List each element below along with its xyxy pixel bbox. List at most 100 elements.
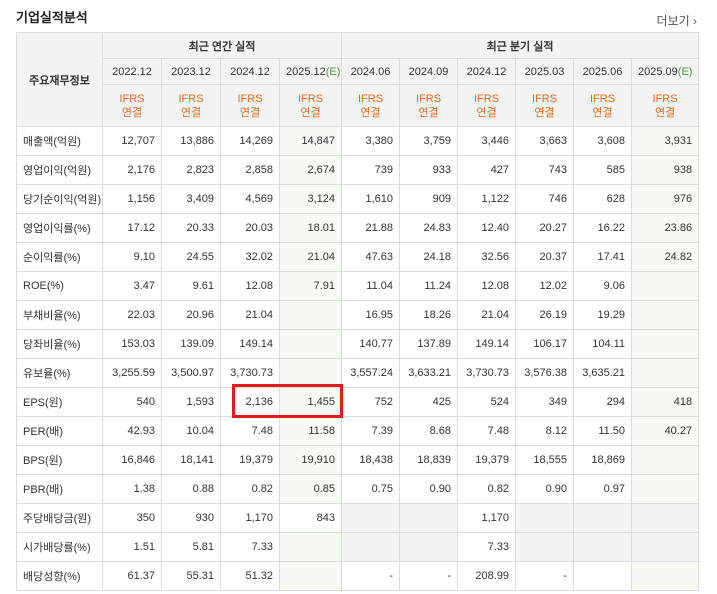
table-row: PER(배) 42.93 10.04 7.48 11.58 7.39 8.68 7.48 8.1… (16, 416, 700, 446)
table-cell (573, 561, 633, 591)
table-cell (341, 532, 401, 562)
ifrs-label: IFRS (237, 92, 263, 105)
table-row: 매출액(억원) 12,707 13,886 14,269 14,847 3,380 3,75… (16, 126, 700, 156)
ifrs-label: IFRS (590, 92, 616, 105)
table-cell (631, 474, 700, 504)
table-cell: 149.14 (220, 329, 280, 359)
table-cell (631, 532, 700, 562)
period-header: 2025.12(E) (278, 58, 343, 85)
table-cell: 10.04 (161, 416, 221, 446)
period-label: 2024.12 (230, 65, 270, 78)
table-cell: 7.33 (220, 532, 280, 562)
table-cell: 18.26 (399, 300, 459, 330)
table-cell: 3,635.21 (573, 358, 633, 388)
table-cell: 24.82 (631, 242, 700, 272)
row-label: 배당성향(%) (16, 561, 103, 591)
table-cell: 20.33 (161, 213, 221, 243)
table-cell: 0.88 (161, 474, 221, 504)
table-cell: 24.55 (161, 242, 221, 272)
table-cell: 2,674 (278, 155, 343, 185)
table-cell: 21.88 (341, 213, 401, 243)
table-cell: 1.38 (102, 474, 162, 504)
row-label: 당기순이익(억원) (16, 184, 103, 214)
table-cell: 24.18 (399, 242, 459, 272)
table-cell: 933 (399, 155, 459, 185)
table-cell: 21.04 (457, 300, 517, 330)
table-cell: 909 (399, 184, 459, 214)
table-cell: 19,379 (220, 445, 280, 475)
row-label: 부채비율(%) (16, 300, 103, 330)
table-cell: 153.03 (102, 329, 162, 359)
table-cell: 12.08 (457, 271, 517, 301)
table-cell (573, 503, 633, 533)
consolidated-label: 연결 (239, 106, 261, 119)
table-cell: 743 (515, 155, 575, 185)
period-header: 2024.06 (341, 58, 401, 85)
table-cell: 17.12 (102, 213, 162, 243)
table-row: 당기순이익(억원) 1,156 3,409 4,569 3,124 1,610 909 1,1… (16, 184, 700, 214)
quarter-group-header: 최근 분기 실적 (341, 32, 700, 59)
table-cell: 51.32 (220, 561, 280, 591)
consolidated-label: 연결 (534, 106, 555, 119)
table-cell: 18,839 (399, 445, 459, 475)
table-cell: 930 (161, 503, 221, 533)
consolidated-label: 연결 (418, 106, 439, 119)
row-label: 매출액(억원) (16, 126, 103, 156)
table-cell: 976 (631, 184, 700, 214)
table-cell: 140.77 (341, 329, 401, 359)
table-cell: 2,858 (220, 155, 280, 185)
ifrs-label: IFRS (532, 92, 558, 105)
table-row: 순이익률(%) 9.10 24.55 32.02 21.04 47.63 24.18 32.5… (16, 242, 700, 272)
table-cell: 11.50 (573, 416, 633, 446)
ifrs-label: IFRS (178, 92, 204, 105)
period-label: 2024.06 (350, 65, 391, 78)
row-label: 유보율(%) (16, 358, 103, 388)
table-cell: 18.01 (278, 213, 343, 243)
table-cell: 9.10 (102, 242, 162, 272)
table-cell: 8.68 (399, 416, 459, 446)
table-cell: 47.63 (341, 242, 401, 272)
table-cell: 20.03 (220, 213, 280, 243)
table-cell: 139.09 (161, 329, 221, 359)
section-title: 기업실적분석 (16, 10, 88, 25)
table-cell: 18,438 (341, 445, 401, 475)
table-cell: 149.14 (457, 329, 517, 359)
table-cell: 3,759 (399, 126, 459, 156)
table-cell: 7.48 (220, 416, 280, 446)
table-cell: 19,910 (278, 445, 343, 475)
table-cell: 3,633.21 (399, 358, 459, 388)
table-cell: 0.90 (515, 474, 575, 504)
table-cell: - (341, 561, 401, 591)
ifrs-badge: IFRS 연결 (341, 84, 401, 127)
table-cell: 208.99 (457, 561, 517, 591)
table-cell: 40.27 (631, 416, 700, 446)
ifrs-label: IFRS (652, 92, 678, 105)
ifrs-badge: IFRS 연결 (399, 84, 459, 127)
chevron-right-icon: › (693, 14, 697, 28)
table-cell: 12.08 (220, 271, 280, 301)
table-cell: 7.48 (457, 416, 517, 446)
period-label: 2025.03 (524, 65, 565, 78)
table-cell (278, 300, 343, 330)
table-cell: 350 (102, 503, 162, 533)
period-header: 2023.12 (161, 58, 221, 85)
table-cell (278, 561, 343, 591)
table-cell: 12.40 (457, 213, 517, 243)
period-header: 2022.12 (102, 58, 162, 85)
table-cell: 3,931 (631, 126, 700, 156)
table-cell: 3,557.24 (341, 358, 401, 388)
table-cell (631, 445, 700, 475)
table-cell: 7.91 (278, 271, 343, 301)
table-cell (631, 503, 700, 533)
table-row: EPS(원) 540 1,593 2,136 1,455 752 425 524 349 294 4… (16, 387, 700, 417)
period-label: 2025.12 (286, 65, 326, 78)
table-cell (278, 329, 343, 359)
table-cell: 746 (515, 184, 575, 214)
table-row: PBR(배) 1.38 0.88 0.82 0.85 0.75 0.90 0.82 0.90 0.… (16, 474, 700, 504)
table-cell: 938 (631, 155, 700, 185)
table-cell: 0.82 (457, 474, 517, 504)
table-cell: 3,576.38 (515, 358, 575, 388)
consolidated-label: 연결 (180, 106, 202, 119)
table-cell: 1.51 (102, 532, 162, 562)
more-link[interactable]: 더보기 › (657, 12, 697, 29)
